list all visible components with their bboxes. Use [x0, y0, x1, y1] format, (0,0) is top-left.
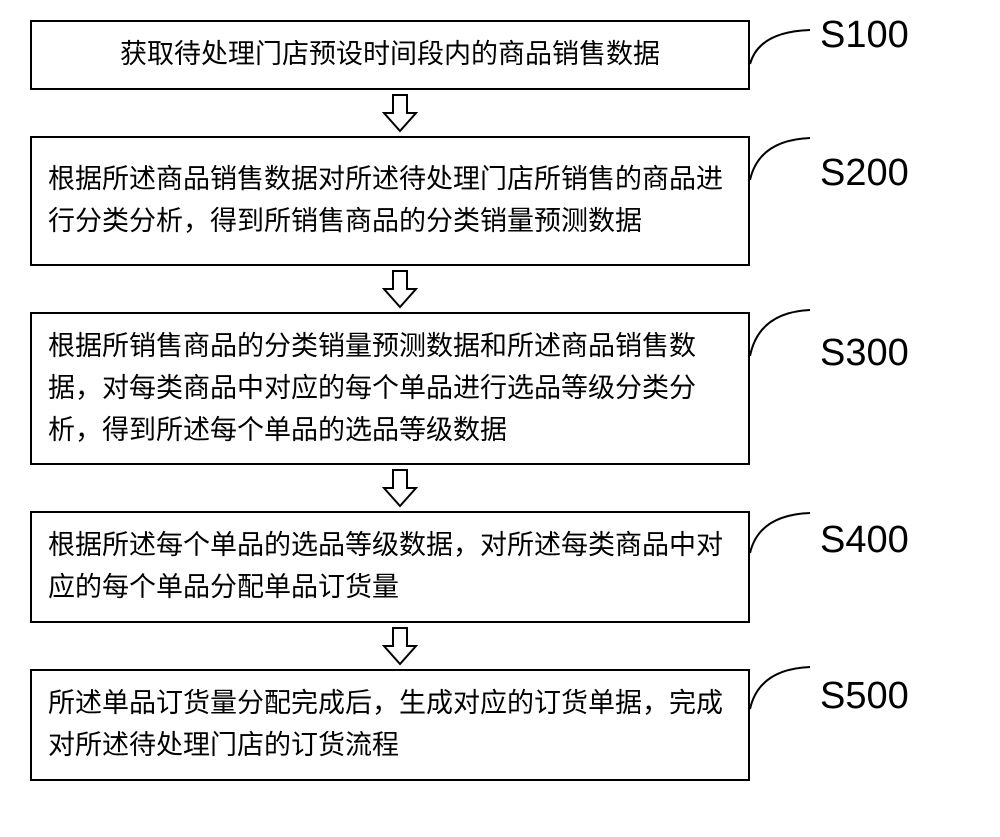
flow-step-box: 根据所销售商品的分类销量预测数据和所述商品销售数据，对每类商品中对应的每个单品进… — [30, 312, 750, 466]
step-label: S500 — [820, 675, 909, 718]
step-label: S300 — [820, 332, 909, 375]
step-connector — [750, 30, 810, 69]
step-connector — [750, 138, 810, 185]
flow-arrow — [40, 266, 760, 312]
step-connector — [750, 310, 810, 361]
step-label: S200 — [820, 152, 909, 195]
step-connector — [750, 513, 810, 558]
flowchart-container: 获取待处理门店预设时间段内的商品销售数据 S100 根据所述商品销售数据对所述待… — [30, 20, 770, 781]
flow-arrow — [40, 90, 760, 136]
step-label: S100 — [820, 14, 909, 57]
flow-step-box: 根据所述每个单品的选品等级数据，对所述每类商品中对应的每个单品分配单品订货量 — [30, 511, 750, 623]
flow-step-row: 根据所述每个单品的选品等级数据，对所述每类商品中对应的每个单品分配单品订货量 S… — [30, 511, 770, 623]
step-label: S400 — [820, 519, 909, 562]
flow-step-row: 所述单品订货量分配完成后，生成对应的订货单据，完成对所述待处理门店的订货流程 S… — [30, 669, 770, 781]
flow-step-row: 根据所述商品销售数据对所述待处理门店所销售的商品进行分类分析，得到所销售商品的分… — [30, 136, 770, 266]
flow-step-text: 所述单品订货量分配完成后，生成对应的订货单据，完成对所述待处理门店的订货流程 — [48, 683, 732, 767]
flow-step-box: 根据所述商品销售数据对所述待处理门店所销售的商品进行分类分析，得到所销售商品的分… — [30, 136, 750, 266]
flow-step-text: 获取待处理门店预设时间段内的商品销售数据 — [120, 34, 660, 76]
flow-arrow — [40, 623, 760, 669]
flow-step-row: 根据所销售商品的分类销量预测数据和所述商品销售数据，对每类商品中对应的每个单品进… — [30, 312, 770, 466]
flow-step-text: 根据所述每个单品的选品等级数据，对所述每类商品中对应的每个单品分配单品订货量 — [48, 525, 732, 609]
flow-step-text: 根据所述商品销售数据对所述待处理门店所销售的商品进行分类分析，得到所销售商品的分… — [48, 159, 732, 243]
flow-step-box: 获取待处理门店预设时间段内的商品销售数据 — [30, 20, 750, 90]
step-connector — [750, 667, 810, 714]
flow-step-box: 所述单品订货量分配完成后，生成对应的订货单据，完成对所述待处理门店的订货流程 — [30, 669, 750, 781]
flow-step-row: 获取待处理门店预设时间段内的商品销售数据 S100 — [30, 20, 770, 90]
flow-arrow — [40, 465, 760, 511]
flow-step-text: 根据所销售商品的分类销量预测数据和所述商品销售数据，对每类商品中对应的每个单品进… — [48, 326, 732, 452]
